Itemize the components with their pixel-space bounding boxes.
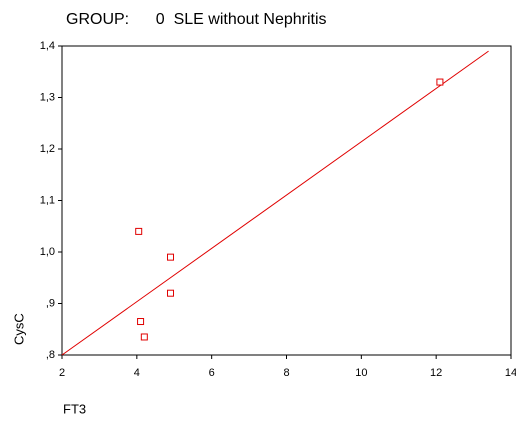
plot-frame [61, 45, 512, 356]
chart-title: GROUP: 0 SLE without Nephritis [66, 11, 327, 28]
y-tick-label: ,9 [46, 297, 55, 309]
x-tick-label: 2 [59, 367, 65, 379]
x-tick-label: 14 [505, 367, 516, 379]
point [167, 253, 175, 261]
x-tick-label: 12 [430, 367, 442, 379]
x-tick-label: 4 [134, 367, 140, 379]
point [135, 227, 143, 235]
y-tick-label: 1,1 [40, 194, 55, 206]
point [436, 78, 444, 86]
y-tick-label: 1,2 [40, 143, 55, 155]
x-tick-label: 6 [209, 367, 215, 379]
point [137, 318, 145, 326]
point [167, 289, 175, 297]
x-tick-label: 8 [283, 367, 289, 379]
fit-line [61, 50, 489, 356]
y-tick-label: 1,3 [40, 91, 55, 103]
x-axis-label: FT3 [63, 401, 86, 416]
y-axis-label: CysC [11, 313, 26, 345]
point [140, 333, 148, 341]
y-tick-label: 1,4 [40, 40, 55, 52]
x-tick-label: 10 [355, 367, 367, 379]
y-tick-label: 1,0 [40, 246, 55, 258]
y-tick-label: ,8 [46, 349, 55, 361]
